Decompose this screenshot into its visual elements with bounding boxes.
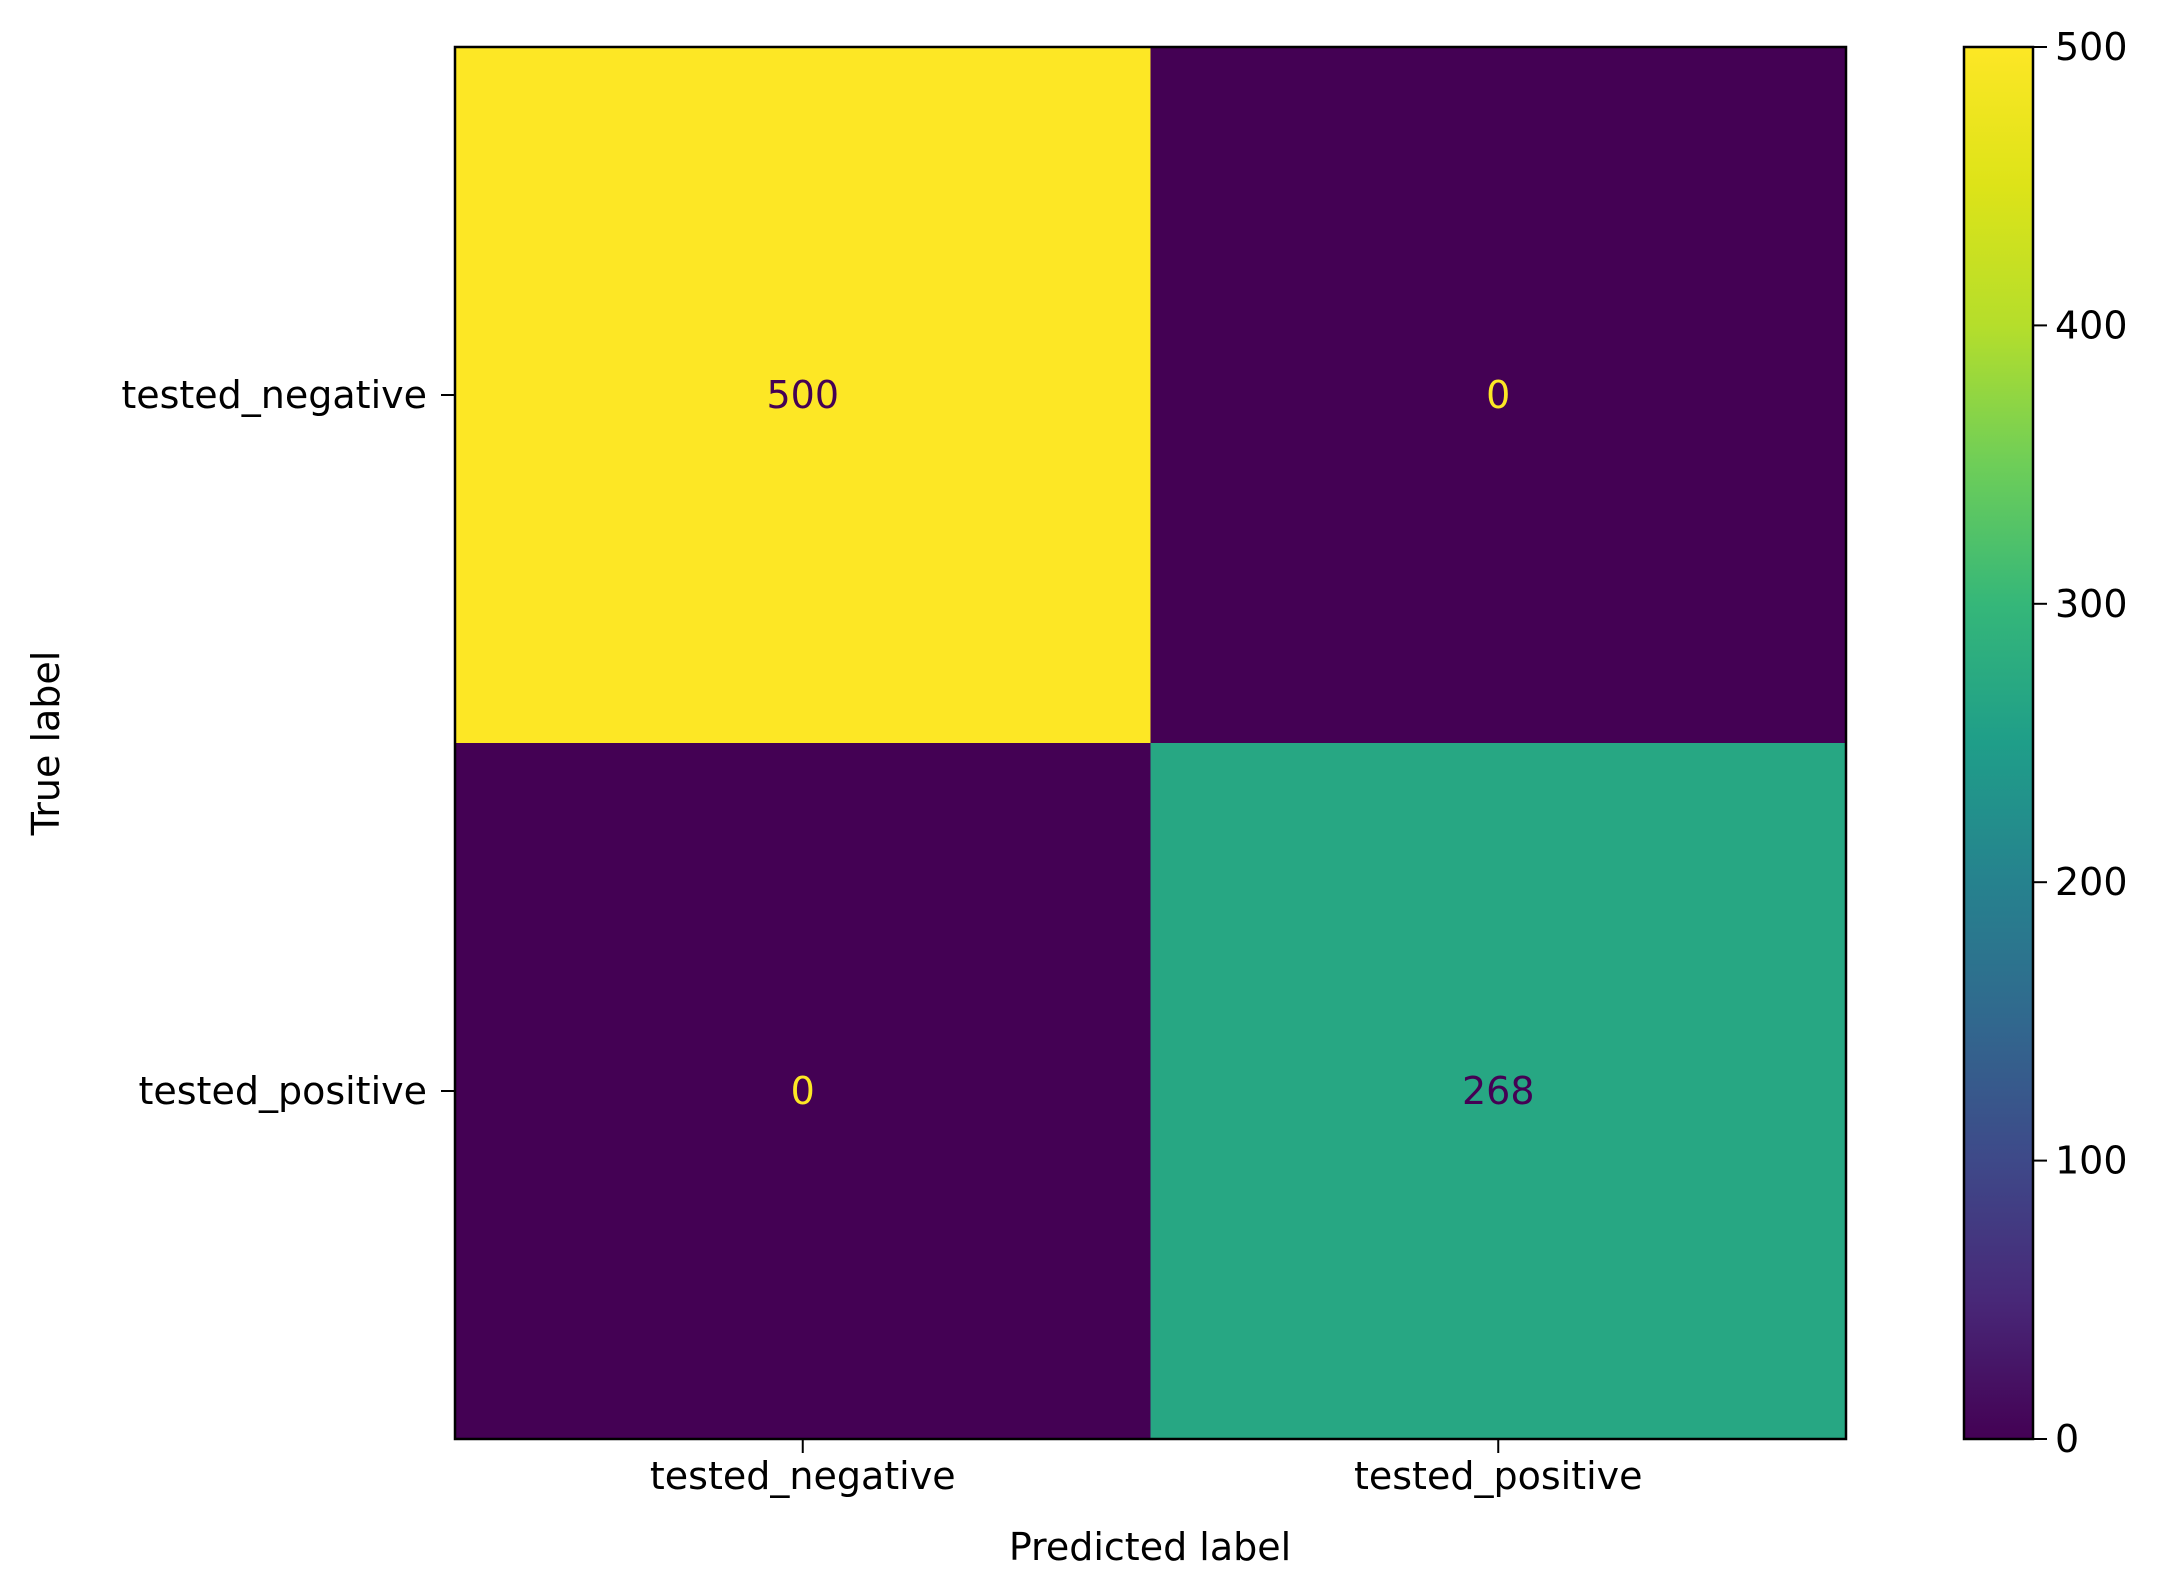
heatmap-cell xyxy=(1150,47,1847,744)
x-tick-label: tested_positive xyxy=(1354,1454,1643,1498)
y-tick-label: tested_negative xyxy=(121,373,427,417)
colorbar-tick-label: 0 xyxy=(2055,1417,2079,1461)
x-tick-label: tested_negative xyxy=(650,1454,956,1498)
cell-value-label: 0 xyxy=(1486,373,1510,417)
cell-value-label: 268 xyxy=(1462,1069,1535,1113)
cell-value-label: 0 xyxy=(791,1069,815,1113)
colorbar-tick-label: 500 xyxy=(2055,25,2128,69)
colorbar-tick-label: 400 xyxy=(2055,303,2128,347)
heatmap-cell xyxy=(455,743,1151,1440)
heatmap-cells xyxy=(455,47,1847,1440)
cell-value-label: 500 xyxy=(766,373,839,417)
heatmap-cell xyxy=(1150,743,1847,1440)
cell-value-labels: 500 0 0 268 xyxy=(766,373,1534,1113)
x-axis-label: Predicted label xyxy=(1009,1525,1291,1569)
x-axis-ticks: tested_negative tested_positive xyxy=(650,1439,1643,1498)
y-tick-label: tested_positive xyxy=(138,1069,427,1113)
plot-frame xyxy=(453,45,1848,1441)
heatmap-cell xyxy=(455,47,1151,744)
colorbar-tick-label: 200 xyxy=(2055,860,2128,904)
colorbar xyxy=(1962,45,2035,1441)
colorbar-tick-label: 100 xyxy=(2055,1139,2128,1183)
y-axis-label: True label xyxy=(24,651,68,837)
y-axis-ticks: tested_negative tested_positive xyxy=(121,373,455,1113)
colorbar-ticks: 0 100 200 300 400 500 xyxy=(2033,25,2128,1461)
colorbar-tick-label: 300 xyxy=(2055,582,2128,626)
